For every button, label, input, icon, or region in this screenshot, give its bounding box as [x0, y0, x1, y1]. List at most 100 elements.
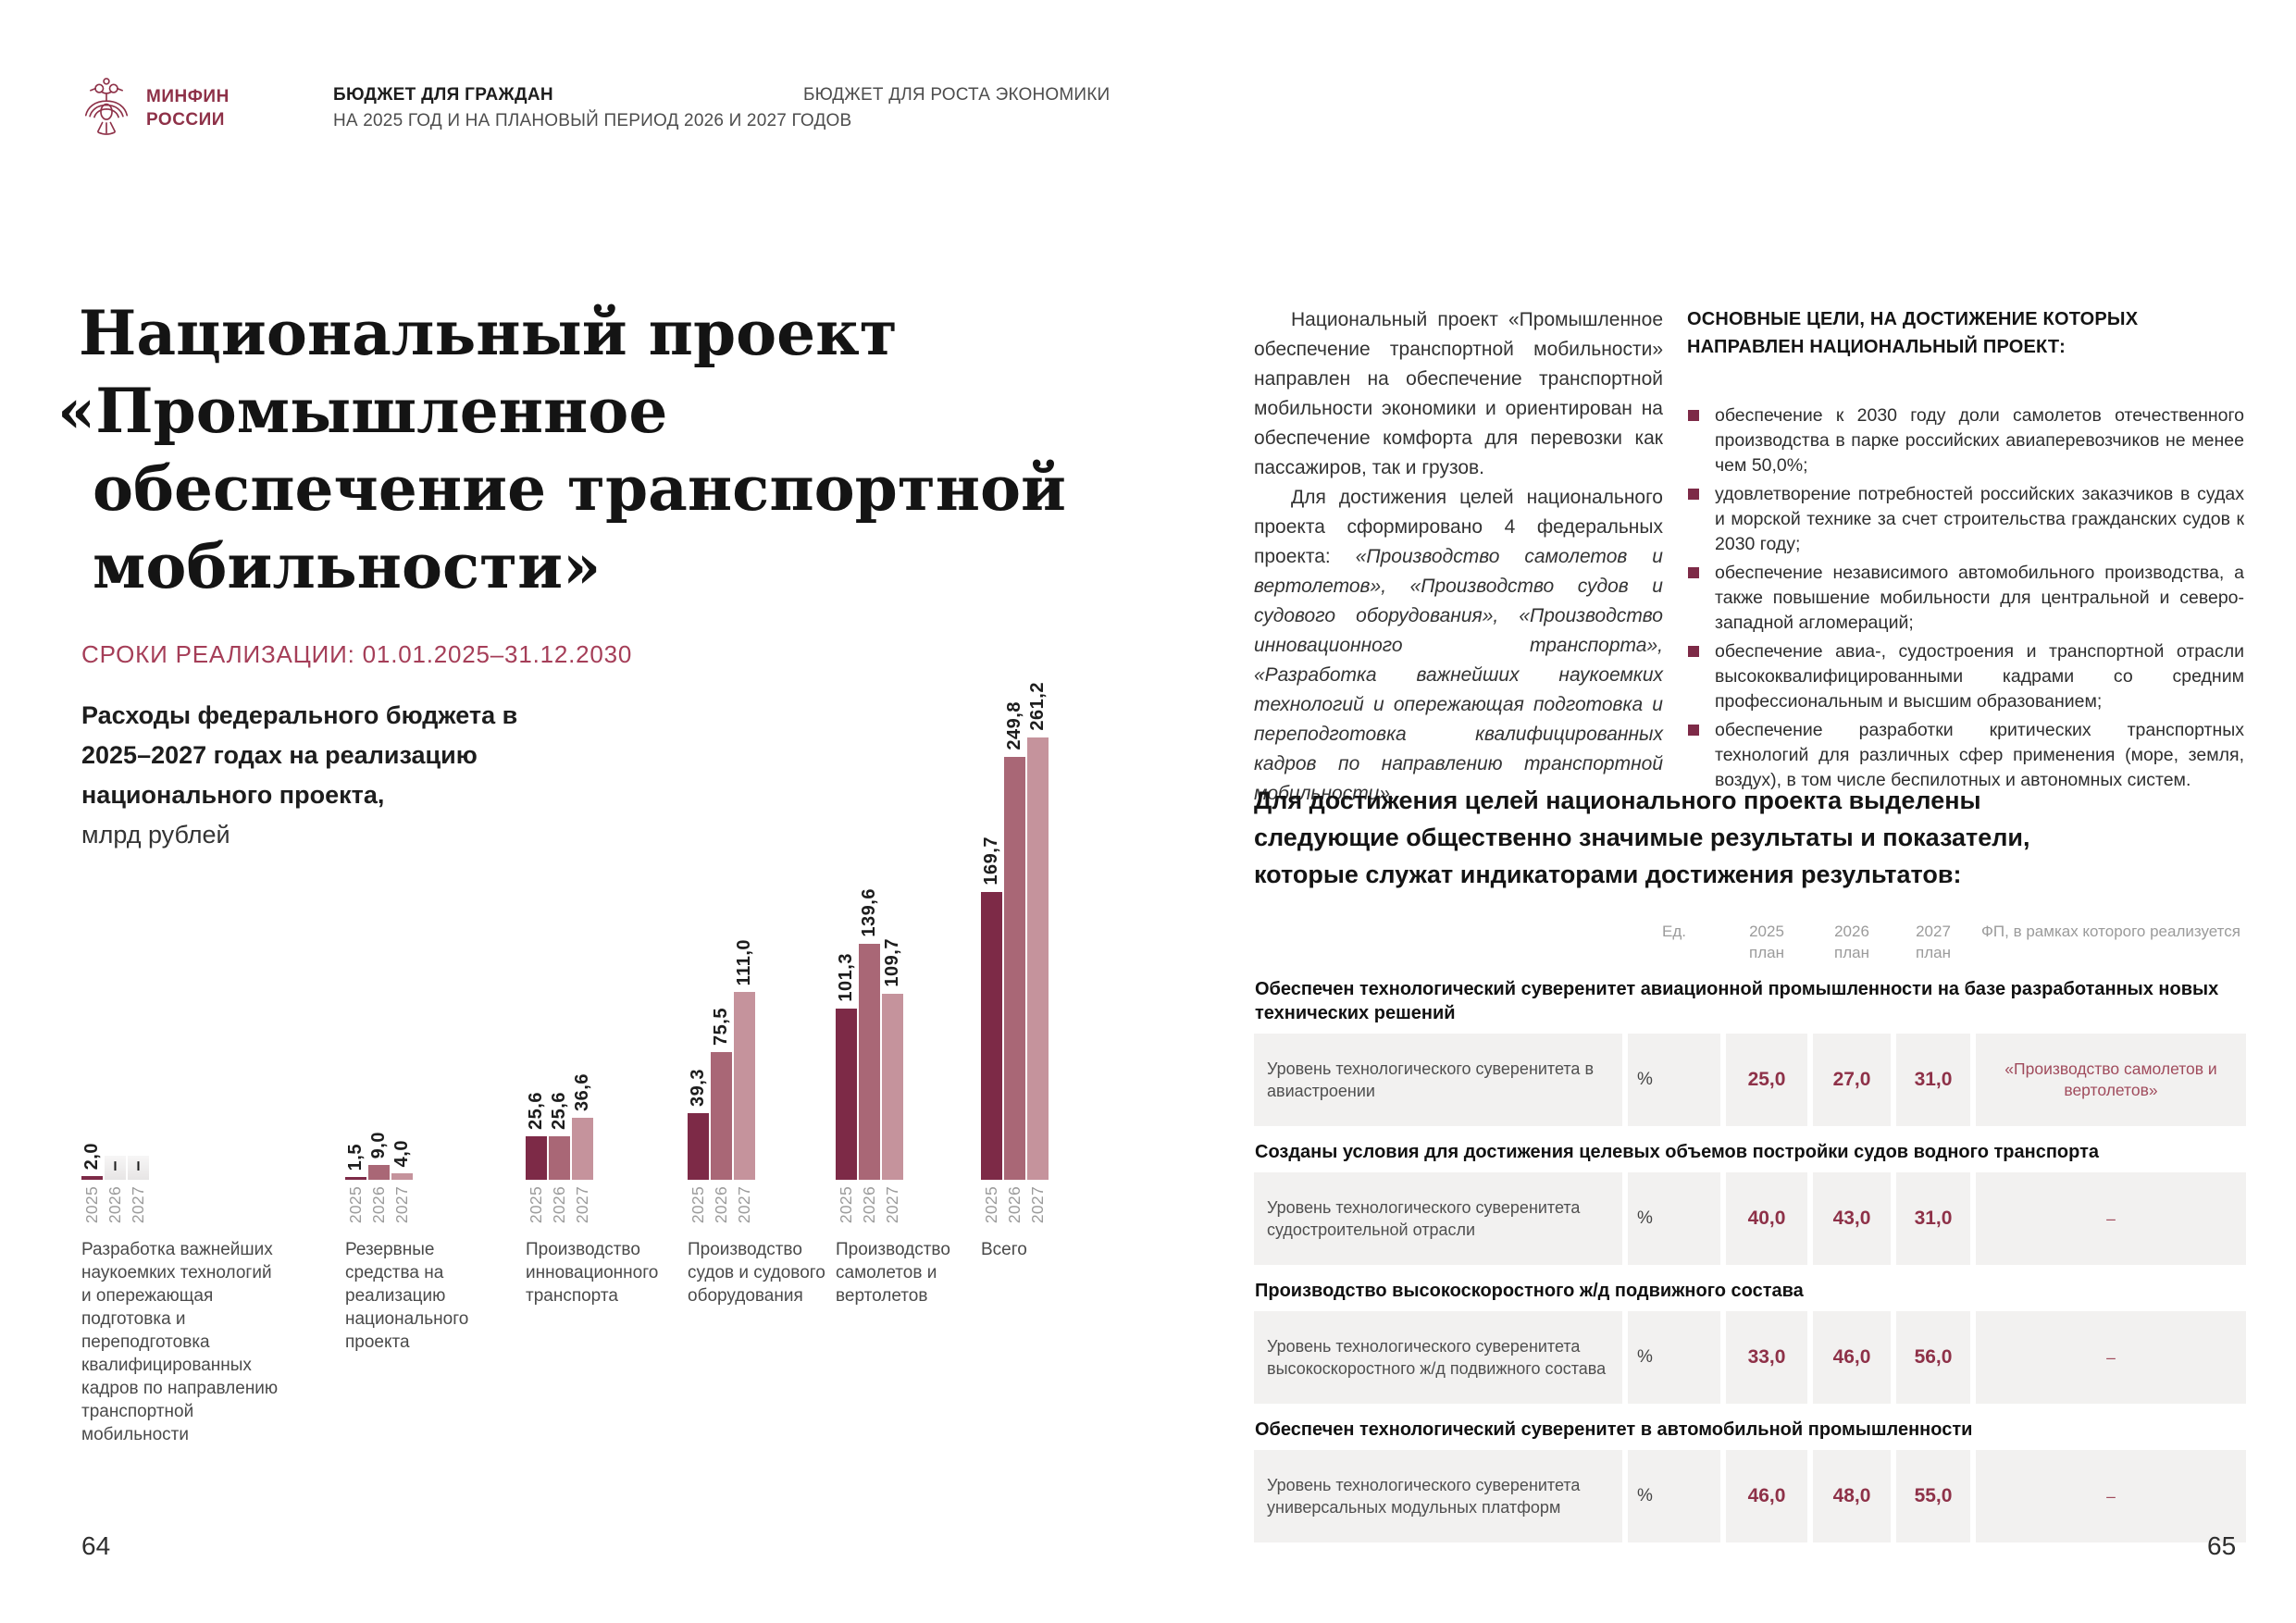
- goal-text: удовлетворение потребностей российских з…: [1715, 484, 2244, 554]
- chart-category-label: Резервные средства на реализацию национа…: [345, 1240, 469, 1352]
- intro-paragraph-2-text: Для достижения целей национального проек…: [1254, 487, 1663, 567]
- bar-year-label: 2027: [883, 1186, 901, 1224]
- indicator-name: Уровень технологического суверенитета вы…: [1254, 1311, 1622, 1404]
- page-title-line: Национальный проект: [79, 297, 898, 369]
- bar-2027: [882, 994, 903, 1180]
- bar-2027: [1027, 737, 1049, 1180]
- bar-value-label: 2,0: [81, 1142, 102, 1170]
- document-subtitle: НА 2025 ГОД И НА ПЛАНОВЫЙ ПЕРИОД 2026 И …: [333, 111, 852, 130]
- intro-paragraph-2: Для достижения целей национального проек…: [1254, 483, 1663, 809]
- bar-value-label: 25,6: [549, 1092, 569, 1130]
- intro-paragraph-1: Национальный проект «Промышленное обеспе…: [1254, 309, 1663, 478]
- federal-project: –: [1976, 1311, 2246, 1404]
- value-2025: 46,0: [1726, 1450, 1807, 1542]
- indicator-unit: %: [1628, 1450, 1720, 1542]
- results-heading: Для достижения целей национального проек…: [1254, 787, 2030, 888]
- bar-2026: [368, 1165, 390, 1180]
- value-2026: 46,0: [1813, 1311, 1891, 1404]
- value-2026: 27,0: [1813, 1034, 1891, 1126]
- goal-item: обеспечение к 2030 году доли самолетов о…: [1687, 403, 2244, 478]
- federal-project: –: [1976, 1172, 2246, 1265]
- bar-year-label: 2027: [392, 1186, 411, 1224]
- bar-year-label: 2026: [712, 1186, 730, 1224]
- value-2027: 55,0: [1896, 1450, 1970, 1542]
- table-header-row: Ед. 2025 план 2026 план 2027 план ФП, в рамках …: [1254, 921, 2246, 963]
- chart-group: 1,5 2025 9,0 2026 4,0 2027 Резервные средства …: [345, 703, 493, 1536]
- table-header-fp: ФП, в рамках которого реализуется: [1981, 923, 2240, 940]
- bar-value-label: 25,6: [526, 1092, 546, 1130]
- indicator-name: Уровень технологического суверенитета су…: [1254, 1172, 1622, 1265]
- value-2025: 40,0: [1726, 1172, 1807, 1265]
- indicator-unit: %: [1628, 1034, 1720, 1126]
- goals-heading: ОСНОВНЫЕ ЦЕЛИ, НА ДОСТИЖЕНИЕ КОТОРЫХ НАП…: [1687, 309, 2139, 357]
- bar-year-label: 2025: [982, 1186, 1000, 1224]
- bar-year-label: 2026: [105, 1186, 124, 1224]
- chart-category-label: Производство судов и судового оборудован…: [688, 1240, 825, 1306]
- chart-category-label: Производство самолетов и вертолетов: [836, 1240, 950, 1306]
- bar-value-label: 249,8: [1004, 701, 1024, 750]
- chart-group: 25,6 2025 25,6 2026 36,6 2027 Производство инн…: [526, 703, 715, 1536]
- document-title: БЮДЖЕТ ДЛЯ ГРАЖДАН: [333, 85, 553, 105]
- table-header-unit: Ед.: [1662, 923, 1686, 940]
- bullet-square-icon: [1688, 489, 1699, 500]
- federal-projects-list: «Производство самолетов и вертолетов», «…: [1254, 546, 1663, 804]
- federal-project: «Производство самолетов и вертолетов»: [1976, 1034, 2246, 1126]
- goal-text: обеспечение авиа-, судостроения и трансп…: [1715, 641, 2244, 712]
- goal-text: обеспечение независимого автомобильного …: [1715, 563, 2244, 633]
- bar-value-label: 169,7: [981, 836, 1001, 886]
- bar-year-label: 2025: [689, 1186, 707, 1224]
- ministry-name: МИНФИН РОССИИ: [146, 87, 230, 130]
- bar-value-label: 101,3: [836, 953, 856, 1002]
- bar-value-label: 261,2: [1027, 682, 1048, 731]
- bullet-square-icon: [1688, 725, 1699, 736]
- chart-group: 39,3 2025 75,5 2026 111,0 2027 Производство су…: [688, 703, 850, 1536]
- indicator-name: Уровень технологического суверенитета в …: [1254, 1034, 1622, 1126]
- chart-group: 101,3 2025 139,6 2026 109,7 2027 Производство …: [836, 703, 988, 1536]
- bar-value-label: 109,7: [882, 938, 902, 987]
- page-number-left: 64: [81, 1531, 111, 1560]
- table-section-title: Созданы условия для достижения целевых о…: [1255, 1142, 2099, 1162]
- goals-column: ОСНОВНЫЕ ЦЕЛИ, НА ДОСТИЖЕНИЕ КОТОРЫХ НАП…: [1687, 305, 2244, 797]
- bar-year-label: 2025: [82, 1186, 101, 1224]
- table-header-year-2027: 2027 план: [1916, 923, 1951, 961]
- bar-year-label: 2026: [550, 1186, 568, 1224]
- goal-item: обеспечение независимого автомобильного …: [1687, 561, 2244, 636]
- bar-value-label: 139,6: [859, 888, 879, 937]
- document-slogan: БЮДЖЕТ ДЛЯ РОСТА ЭКОНОМИКИ: [803, 85, 1111, 105]
- bar-value-label: 111,0: [734, 938, 754, 985]
- chart-group: 169,7 2025 249,8 2026 261,2 2027 Всего: [981, 682, 1083, 1536]
- indicator-name: Уровень технологического суверенитета ун…: [1254, 1450, 1622, 1542]
- bar-year-label: 2026: [369, 1186, 388, 1224]
- bar-year-label: 2025: [837, 1186, 855, 1224]
- page-title-line: мобильности»: [93, 530, 602, 602]
- bar-2026: [711, 1052, 732, 1180]
- indicators-table: Ед. 2025 план 2026 план 2027 план ФП, в рамках …: [1254, 921, 2246, 1544]
- goal-text: обеспечение разработки критических транс…: [1715, 720, 2244, 790]
- bar-2025: [836, 1009, 857, 1180]
- page-title-line: «Промышленное: [57, 375, 668, 447]
- federal-project: –: [1976, 1450, 2246, 1542]
- bar-2027: [572, 1118, 593, 1180]
- table-header-year-2026: 2026 план: [1834, 923, 1869, 961]
- bar-value-label: 39,3: [688, 1069, 708, 1107]
- table-section-title: Производство высокоскоростного ж/д подви…: [1255, 1281, 1804, 1301]
- bar-value-label: 75,5: [711, 1008, 731, 1046]
- table-section-title: Обеспечен технологический суверенитет ав…: [1255, 979, 2219, 1023]
- goal-item: обеспечение разработки критических транс…: [1687, 718, 2244, 793]
- bar-2027: [391, 1173, 413, 1180]
- chart-unit-label: млрд рублей: [81, 821, 230, 849]
- indicator-unit: %: [1628, 1311, 1720, 1404]
- table-section-title: Обеспечен технологический суверенитет в …: [1255, 1419, 1973, 1440]
- bar-year-label: 2026: [1005, 1186, 1024, 1224]
- table-row: Уровень технологического суверенитета ун…: [1254, 1450, 2246, 1542]
- bar-value-label: 4,0: [391, 1139, 412, 1167]
- bar-2026: [1004, 757, 1025, 1180]
- bar-year-label: 2027: [1028, 1186, 1047, 1224]
- page-number-right: 65: [2207, 1531, 2237, 1560]
- bar-value-label: 36,6: [572, 1073, 592, 1111]
- bar-value-label: –: [128, 1160, 148, 1171]
- chart-category-label: Производство инновационного транспорта: [526, 1240, 659, 1306]
- minfin-emblem-icon: [78, 76, 135, 137]
- goals-list: обеспечение к 2030 году доли самолетов о…: [1687, 403, 2244, 793]
